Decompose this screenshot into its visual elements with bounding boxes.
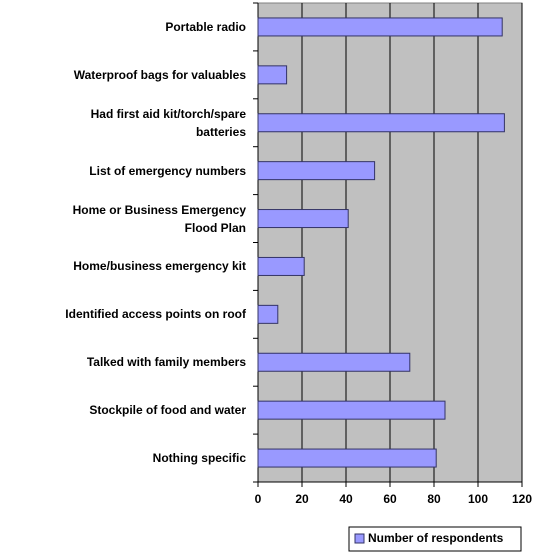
bar [257, 17, 503, 37]
legend-swatch [354, 533, 365, 544]
bar [257, 400, 446, 420]
bar [257, 304, 279, 324]
y-tick-label: Talked with family members [86, 355, 246, 370]
y-tick-label: Home or Business Emergency Flood Plan [72, 202, 246, 235]
legend-box [348, 526, 522, 552]
y-tick-label: Stockpile of food and water [89, 403, 246, 418]
y-tick-label: Waterproof bags for valuables [73, 67, 246, 82]
y-tick-label: Nothing specific [152, 451, 246, 466]
x-tick-label: 40 [339, 492, 353, 506]
x-tick-label: 0 [255, 492, 262, 506]
legend-label: Number of respondents [368, 531, 504, 545]
bar [257, 256, 305, 276]
bar [257, 209, 349, 229]
y-tick-label: Portable radio [165, 19, 246, 34]
bar [257, 65, 288, 85]
bar [257, 352, 411, 372]
x-tick-label: 60 [383, 492, 397, 506]
y-tick-label: Had first aid kit/torch/spare batteries [90, 106, 246, 139]
y-tick-label: Home/business emergency kit [73, 259, 246, 274]
x-tick-label: 80 [427, 492, 441, 506]
y-tick-label: Identified access points on roof [65, 307, 246, 322]
bar [257, 161, 376, 181]
x-tick-label: 120 [512, 492, 532, 506]
bar [257, 448, 437, 468]
x-tick-label: 100 [468, 492, 488, 506]
bar [257, 113, 505, 133]
y-tick-label: List of emergency numbers [89, 163, 246, 178]
x-tick-label: 20 [295, 492, 309, 506]
